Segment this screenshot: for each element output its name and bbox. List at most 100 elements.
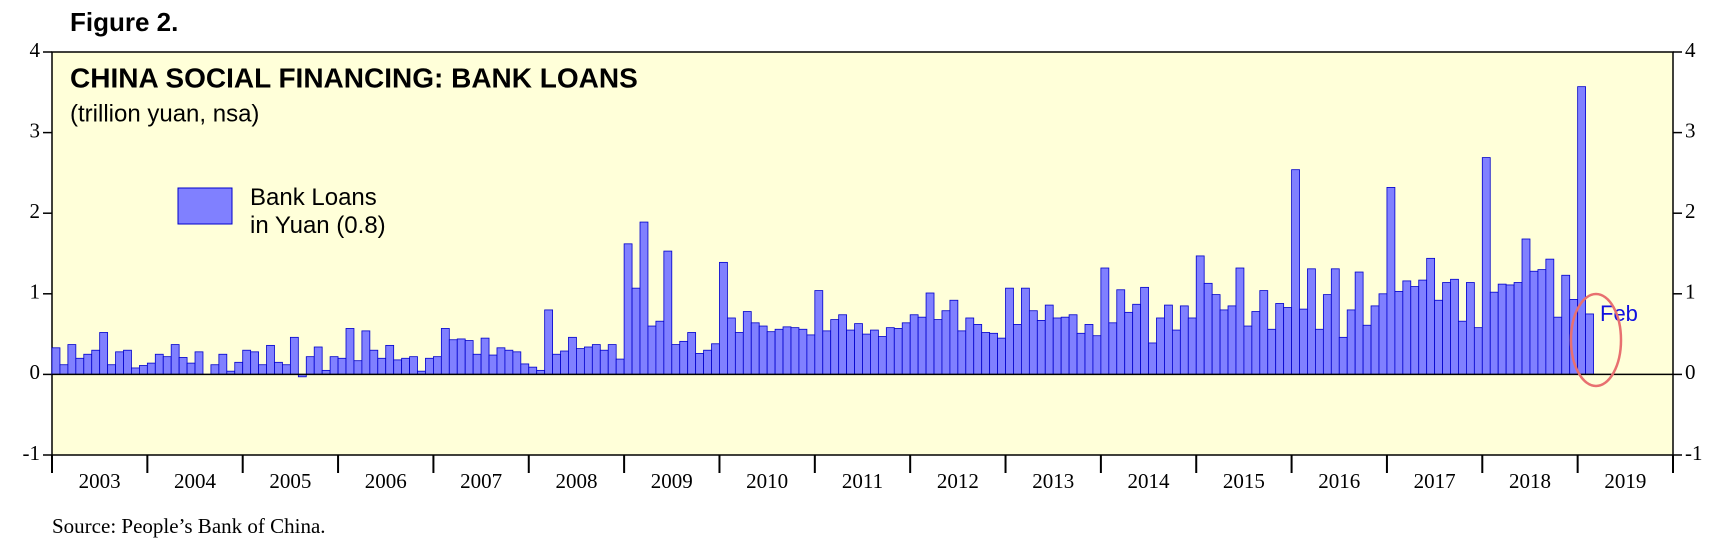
bar [1370,305,1380,375]
bar [766,331,776,375]
bar [1235,267,1245,375]
bar [1052,317,1062,375]
bar [1442,282,1451,375]
plot-area [51,51,1674,456]
bar [448,339,458,375]
bar [258,364,267,375]
y2-tick-label: 0 [1685,360,1696,384]
bar [250,351,259,375]
bar [59,364,69,375]
bar [1450,278,1459,375]
bar [854,323,863,375]
bar [1124,311,1134,375]
bar [1473,327,1483,375]
bar [862,333,871,375]
x-tick-label: 2012 [937,469,979,493]
bar [615,358,625,375]
bar [162,356,172,375]
bar [409,356,418,375]
highlight-circle [1569,292,1623,388]
bar [425,357,434,375]
bar [369,349,379,375]
bar [1315,328,1324,375]
bar [520,363,530,375]
bar [1553,316,1563,375]
bar [361,330,371,375]
bar [329,356,339,375]
bar [496,347,506,375]
bar [941,310,951,375]
bar [838,314,848,375]
bar [1100,267,1110,375]
bar [313,346,323,375]
bar [218,353,228,375]
x-tick-label: 2014 [1128,469,1171,493]
x-tick-label: 2007 [460,469,502,493]
bar [131,367,140,375]
bar [1243,325,1253,375]
x-tick-label: 2019 [1604,469,1646,493]
bar [877,336,887,375]
bar [727,317,736,375]
bar [433,356,442,375]
bar [1577,86,1586,375]
bar [51,347,61,375]
bar [1322,294,1332,375]
x-tick-label: 2004 [174,469,217,493]
bar [544,309,554,375]
bar [337,357,347,375]
bar [814,290,824,375]
bar [1283,307,1292,375]
bar [639,221,649,375]
bar [210,364,220,375]
x-tick-label: 2013 [1032,469,1074,493]
bar [560,350,569,375]
bar [472,353,482,375]
bar [1394,290,1404,375]
bar [1187,317,1197,375]
bar [734,332,744,375]
bar [1076,332,1086,375]
bar [146,362,156,375]
bar [623,243,633,375]
bar [957,330,967,375]
bar [1561,274,1571,375]
x-tick-label: 2017 [1414,469,1456,493]
bar [687,332,697,375]
bar [1211,294,1221,375]
y2-tick-label: 2 [1685,199,1696,223]
bar [1179,305,1189,375]
bar [1513,282,1523,375]
bar [266,344,275,375]
bar [1275,303,1285,375]
bar [885,327,895,375]
bar [1028,310,1038,375]
bar [663,250,673,375]
bar [1346,309,1356,375]
bar [488,354,498,375]
bar [631,287,641,375]
bar [1195,255,1205,375]
bar [909,314,919,375]
y2-tick-label: -1 [1685,441,1703,465]
bar [194,351,204,375]
bar [1410,286,1420,375]
y-tick-label: 1 [30,280,41,304]
bar [107,364,116,375]
bar [719,261,728,375]
x-tick-label: 2009 [651,469,693,493]
bar [305,356,315,375]
bar [345,328,355,375]
bar [1330,268,1340,375]
bar [1386,187,1396,375]
bar [1044,304,1054,375]
bar [528,366,538,375]
x-tick-label: 2005 [269,469,311,493]
bar [1171,329,1181,375]
bar [981,332,991,375]
bar [1307,268,1316,375]
bar [583,346,593,375]
bar [1267,328,1277,375]
